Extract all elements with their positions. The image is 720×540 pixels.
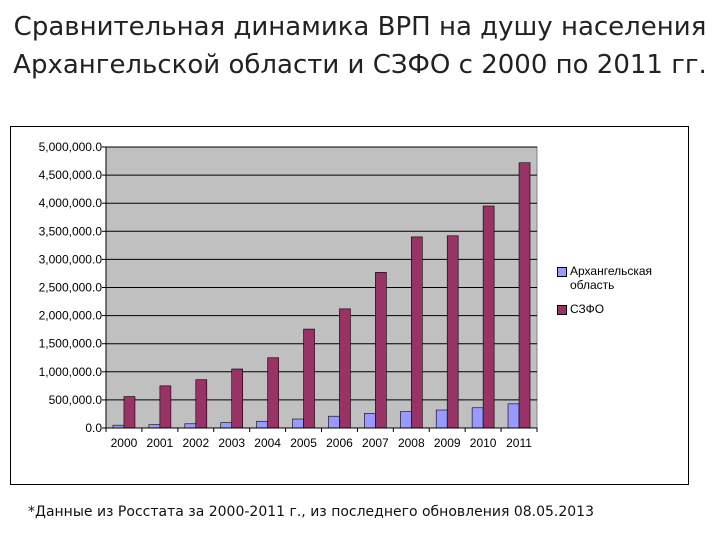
x-tick-label: 2011 [506, 436, 532, 450]
footnote: *Данные из Росстата за 2000-2011 г., из … [28, 504, 594, 520]
y-tick-label: 3,500,000.0 [39, 224, 103, 238]
y-tick-label: 4,000,000.0 [39, 196, 103, 210]
bar-arkhangelsk [435, 409, 448, 429]
bar-szfo [231, 368, 244, 429]
bar-szfo [303, 328, 315, 429]
bar-arkhangelsk [328, 415, 340, 429]
y-tick-label: 2,500,000.0 [39, 281, 103, 295]
bar-arkhangelsk [256, 420, 268, 429]
x-tick-label: 2009 [434, 436, 461, 450]
bar-arkhangelsk [471, 407, 484, 429]
x-tick-label: 2004 [254, 436, 281, 450]
x-tick-label: 2001 [147, 436, 174, 450]
x-tick-label: 2003 [218, 436, 245, 450]
x-tick-label: 2006 [326, 436, 353, 450]
y-tick-label: 0.0 [85, 421, 102, 435]
slide-title: Сравнительная динамика ВРП на душу насел… [0, 8, 720, 84]
bar-szfo [159, 385, 172, 429]
bar-szfo [267, 357, 279, 429]
y-tick-label: 1,000,000.0 [39, 365, 103, 379]
y-tick-label: 4,500,000.0 [39, 168, 103, 182]
legend-swatch-szfo [557, 305, 567, 315]
bar-arkhangelsk [507, 403, 520, 429]
chart-legend: Архангельская область СЗФО [557, 264, 687, 326]
y-tick-label: 5,000,000.0 [39, 140, 103, 154]
x-tick-label: 2005 [290, 436, 317, 450]
x-tick-label: 2008 [398, 436, 425, 450]
bar-szfo [195, 379, 208, 429]
bar-szfo [446, 235, 459, 429]
bar-szfo [123, 396, 136, 429]
bar-arkhangelsk [148, 424, 161, 429]
legend-label-arkhangelsk: Архангельская область [570, 264, 653, 292]
title-line-1: Сравнительная динамика ВРП на душу насел… [13, 12, 707, 42]
bar-szfo [518, 162, 531, 429]
y-tick-label: 500,000.0 [49, 393, 103, 407]
title-line-2: Архангельской области и СЗФО с 2000 по 2… [13, 50, 707, 80]
bar-szfo [375, 272, 387, 429]
bar-arkhangelsk [220, 422, 233, 429]
legend-label-szfo: СЗФО [570, 302, 605, 316]
bar-szfo [482, 205, 495, 429]
legend-swatch-arkhangelsk [557, 267, 567, 277]
bar-szfo [410, 236, 423, 429]
bar-chart: 0.0 500,000.0 1,000,000.0 1,500,000.0 2,000,… [39, 140, 538, 450]
legend-item-arkhangelsk: Архангельская область [557, 264, 687, 292]
x-tick-label: 2010 [470, 436, 497, 450]
bar-arkhangelsk [364, 413, 376, 429]
x-tick-label: 2002 [182, 436, 209, 450]
legend-item-szfo: СЗФО [557, 302, 687, 316]
y-tick-label: 1,500,000.0 [39, 337, 103, 351]
bar-arkhangelsk [184, 423, 197, 429]
y-tick-label: 3,000,000.0 [39, 252, 103, 266]
bar-arkhangelsk [292, 418, 304, 429]
x-tick-label: 2000 [111, 436, 138, 450]
x-tick-label: 2007 [362, 436, 389, 450]
bar-arkhangelsk [399, 411, 412, 429]
bar-szfo [339, 308, 351, 429]
y-tick-label: 2,000,000.0 [39, 309, 103, 323]
